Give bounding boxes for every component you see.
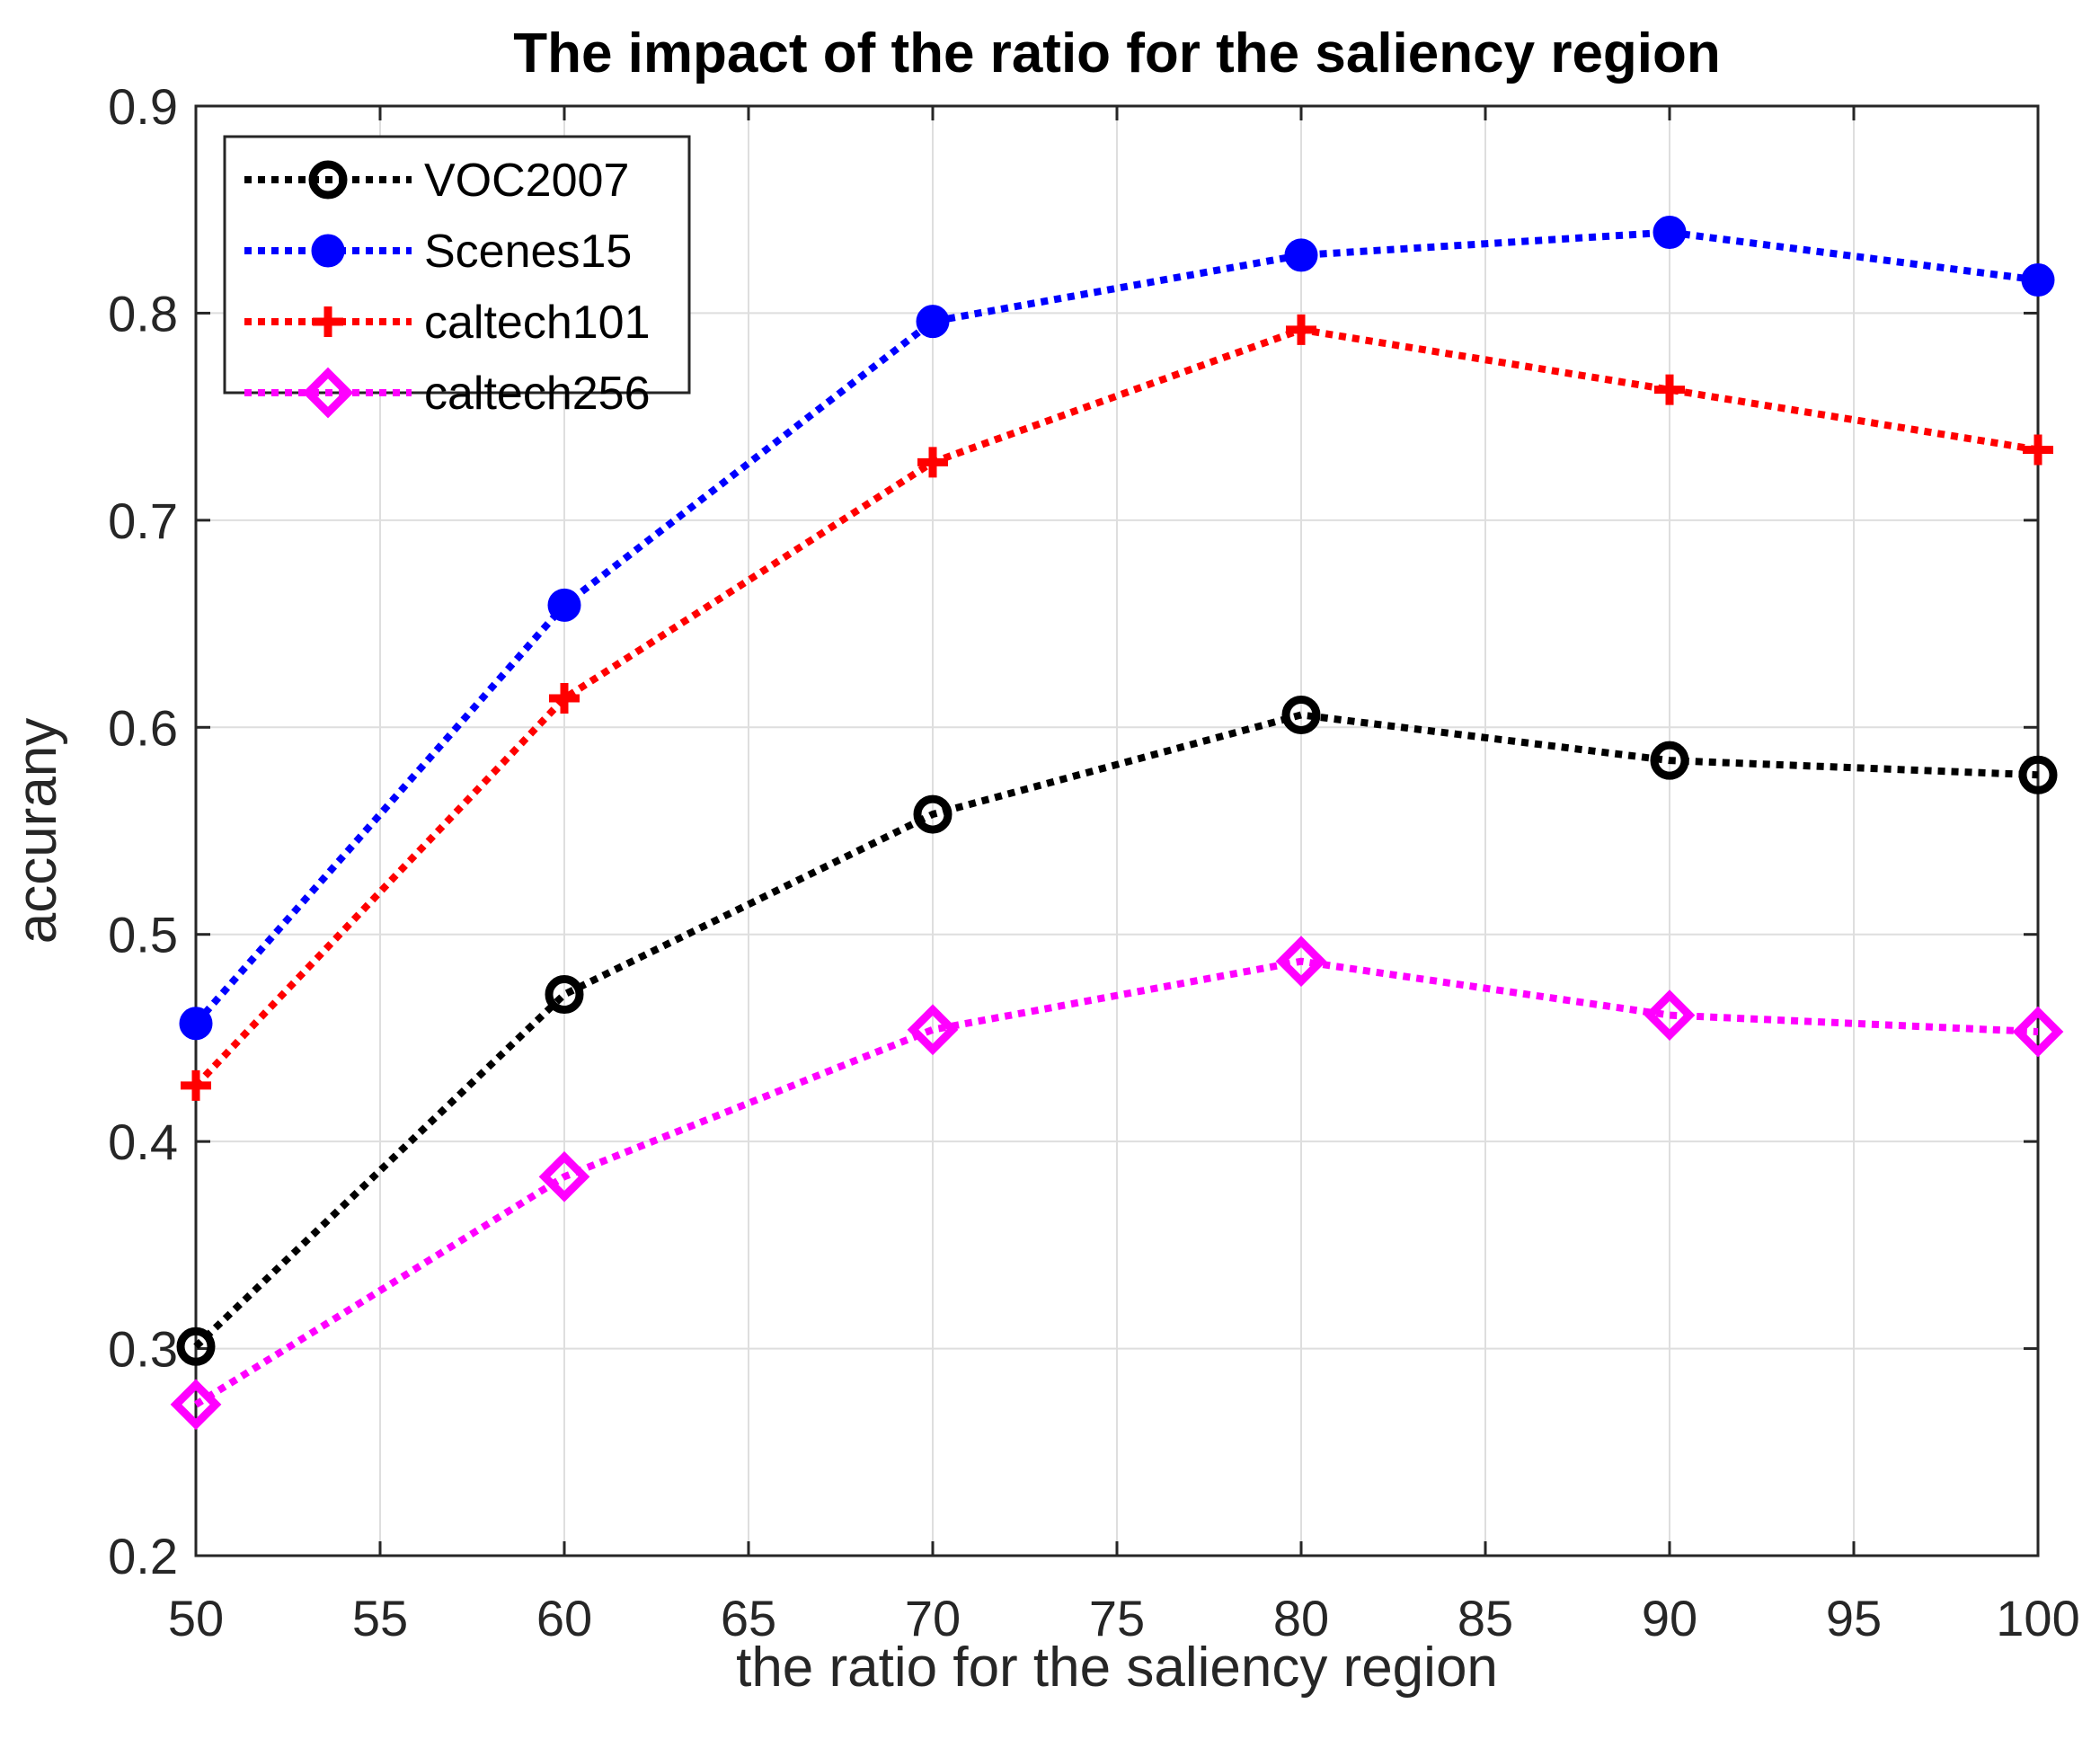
data-point bbox=[176, 1327, 216, 1366]
legend-marker bbox=[311, 234, 345, 268]
series-line bbox=[193, 325, 2039, 1088]
y-tick-label: 0.7 bbox=[108, 492, 178, 549]
series-caltech101 bbox=[181, 314, 2053, 1101]
y-tick-label: 0.2 bbox=[108, 1528, 178, 1584]
x-tick-label: 85 bbox=[1458, 1590, 1513, 1646]
axis-ticks: 50 55 60 65 70 75 80 85 90 95 100 0.2 0.3 0.4 0.5 0.6 0.… bbox=[108, 78, 2080, 1646]
legend-item: VOC2007 bbox=[244, 155, 629, 207]
legend-item: caltech256 bbox=[244, 367, 651, 420]
data-point bbox=[547, 588, 581, 622]
data-point bbox=[549, 683, 580, 714]
series-caltech256 bbox=[170, 936, 2064, 1431]
x-tick-label: 100 bbox=[1996, 1590, 2079, 1646]
data-point bbox=[2012, 1006, 2064, 1058]
x-tick-label: 95 bbox=[1826, 1590, 1882, 1646]
x-tick-label: 60 bbox=[536, 1590, 592, 1646]
legend-label: VOC2007 bbox=[424, 155, 629, 207]
legend-marker bbox=[302, 367, 354, 419]
legend-label: caltech256 bbox=[424, 368, 651, 420]
data-point bbox=[917, 447, 948, 478]
series-voc2007 bbox=[176, 695, 2058, 1366]
chart-title: The impact of the ratio for the saliency… bbox=[513, 22, 1721, 84]
data-point bbox=[2021, 263, 2055, 297]
y-tick-label: 0.5 bbox=[108, 907, 178, 963]
data-point bbox=[179, 1007, 213, 1041]
x-tick-label: 65 bbox=[721, 1590, 776, 1646]
data-point bbox=[1281, 695, 1321, 734]
data-point bbox=[907, 1004, 959, 1056]
legend-marker bbox=[308, 160, 348, 200]
data-point bbox=[2023, 434, 2053, 466]
x-tick-label: 75 bbox=[1089, 1590, 1145, 1646]
data-point bbox=[1654, 374, 1685, 405]
x-tick-label: 80 bbox=[1273, 1590, 1329, 1646]
y-axis-label: accurany bbox=[6, 718, 68, 945]
legend-item: caltech101 bbox=[244, 297, 651, 349]
series-line bbox=[193, 711, 2039, 1350]
data-point bbox=[1653, 216, 1687, 250]
legend: VOC2007 Scenes15 caltech101 caltech256 bbox=[223, 135, 691, 420]
data-point bbox=[2018, 755, 2058, 794]
data-point bbox=[1275, 936, 1327, 988]
grid bbox=[196, 106, 2038, 1556]
data-point bbox=[1286, 314, 1316, 345]
legend-label: caltech101 bbox=[424, 297, 651, 349]
x-tick-label: 70 bbox=[905, 1590, 961, 1646]
data-point bbox=[1644, 989, 1696, 1041]
y-tick-label: 0.9 bbox=[108, 78, 178, 135]
x-tick-label: 50 bbox=[168, 1590, 224, 1646]
series-line bbox=[193, 957, 2039, 1408]
x-tick-label: 55 bbox=[352, 1590, 408, 1646]
data-point bbox=[170, 1379, 222, 1431]
series-scenes15 bbox=[179, 216, 2055, 1041]
x-axis-label: the ratio for the saliency region bbox=[736, 1637, 1498, 1699]
x-tick-label: 90 bbox=[1642, 1590, 1697, 1646]
y-tick-label: 0.3 bbox=[108, 1321, 178, 1378]
data-point bbox=[1284, 238, 1318, 272]
data-point bbox=[545, 975, 584, 1015]
data-point bbox=[913, 794, 953, 834]
data-point bbox=[1650, 741, 1689, 780]
y-tick-label: 0.6 bbox=[108, 699, 178, 756]
data-point bbox=[181, 1069, 211, 1101]
y-tick-label: 0.4 bbox=[108, 1114, 178, 1170]
series bbox=[170, 216, 2064, 1431]
data-point bbox=[916, 305, 950, 339]
series-line bbox=[192, 228, 2039, 1026]
legend-item: Scenes15 bbox=[244, 226, 632, 278]
y-tick-label: 0.8 bbox=[108, 285, 178, 342]
data-point bbox=[538, 1150, 590, 1202]
legend-marker bbox=[313, 306, 343, 337]
legend-label: Scenes15 bbox=[424, 226, 632, 278]
